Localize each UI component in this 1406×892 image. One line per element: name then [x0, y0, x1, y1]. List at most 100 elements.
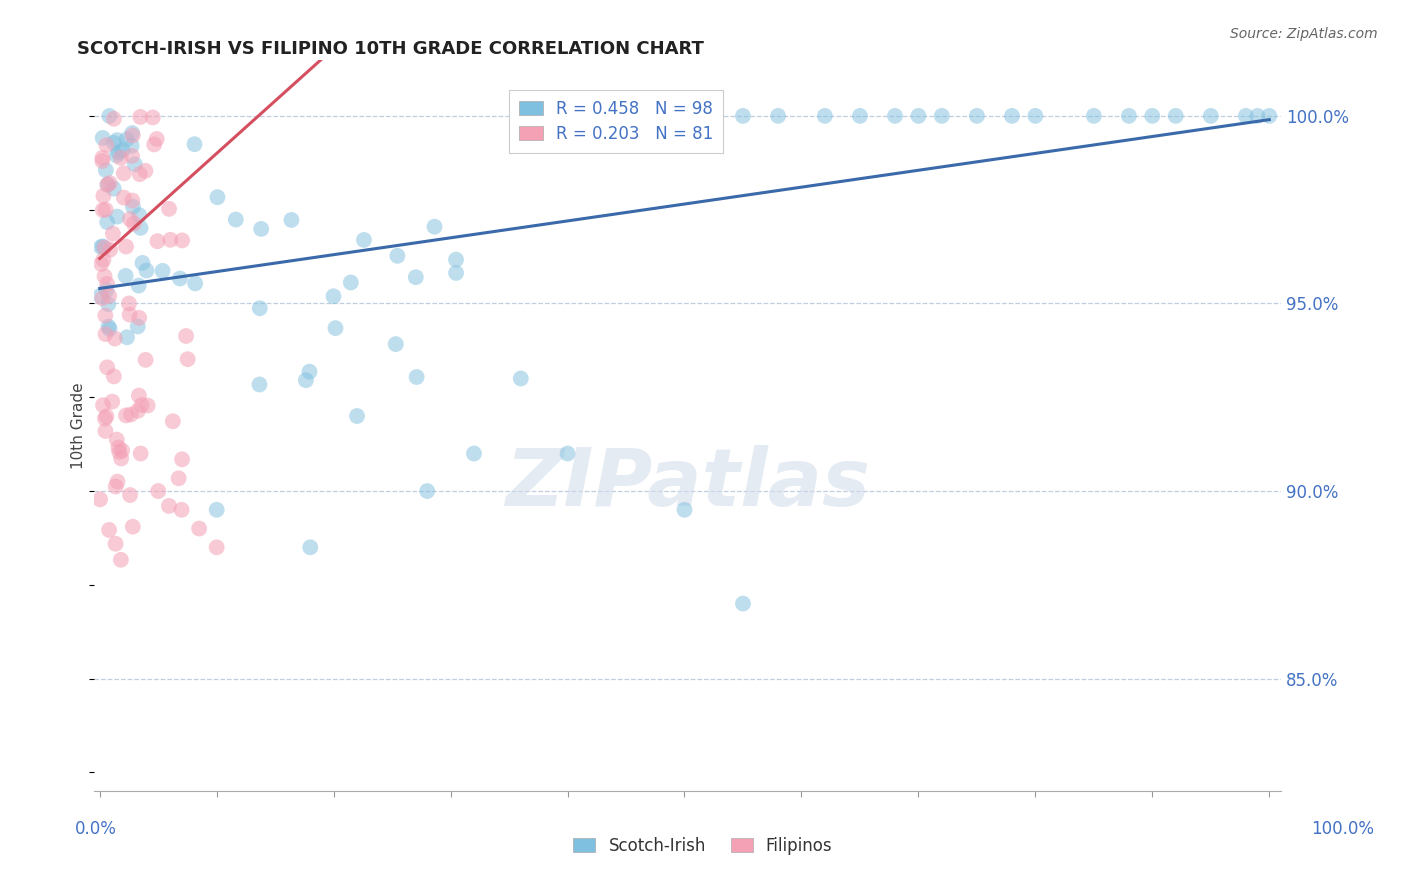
Point: [93, 241, 115, 255]
Point: [614, 109, 637, 123]
Point: [205, 541, 228, 555]
Point: [121, 194, 143, 208]
Point: [557, 446, 579, 460]
Point: [94, 202, 117, 217]
Point: [118, 212, 141, 227]
Point: [143, 137, 166, 152]
Point: [444, 252, 467, 267]
Point: [207, 190, 229, 204]
Point: [124, 157, 146, 171]
Point: [115, 409, 138, 423]
Point: [135, 263, 157, 277]
Point: [1118, 109, 1140, 123]
Point: [108, 445, 131, 459]
Point: [96, 277, 118, 291]
Point: [122, 217, 145, 231]
Point: [122, 200, 145, 214]
Legend: R = 0.458   N = 98, R = 0.203   N = 81: R = 0.458 N = 98, R = 0.203 N = 81: [509, 90, 723, 153]
Point: [89, 492, 111, 507]
Legend: Scotch-Irish, Filipinos: Scotch-Irish, Filipinos: [567, 830, 839, 862]
Point: [94, 411, 117, 425]
Point: [91, 153, 114, 168]
Point: [128, 310, 150, 325]
Point: [91, 131, 114, 145]
Point: [101, 227, 124, 241]
Point: [115, 132, 138, 146]
Point: [159, 233, 181, 247]
Point: [96, 409, 118, 424]
Point: [129, 446, 152, 460]
Point: [101, 394, 124, 409]
Point: [115, 330, 138, 344]
Point: [112, 166, 135, 180]
Text: Source: ZipAtlas.com: Source: ZipAtlas.com: [1230, 27, 1378, 41]
Point: [131, 398, 153, 412]
Point: [325, 321, 347, 335]
Point: [98, 523, 121, 537]
Point: [97, 297, 120, 311]
Point: [128, 278, 150, 293]
Point: [120, 408, 142, 422]
Point: [1001, 109, 1024, 123]
Point: [907, 109, 929, 123]
Point: [121, 126, 143, 140]
Point: [98, 289, 121, 303]
Point: [93, 252, 115, 267]
Point: [114, 268, 136, 283]
Point: [128, 167, 150, 181]
Point: [134, 164, 156, 178]
Point: [142, 111, 165, 125]
Point: [111, 143, 134, 157]
Point: [91, 202, 114, 217]
Point: [416, 483, 439, 498]
Point: [176, 352, 198, 367]
Point: [1246, 109, 1268, 123]
Point: [766, 109, 789, 123]
Point: [250, 222, 273, 236]
Point: [112, 191, 135, 205]
Point: [184, 277, 207, 291]
Point: [966, 109, 988, 123]
Point: [97, 178, 120, 192]
Point: [110, 151, 132, 165]
Point: [121, 149, 143, 163]
Y-axis label: 10th Grade: 10th Grade: [72, 382, 86, 468]
Point: [131, 256, 153, 270]
Point: [1142, 109, 1164, 123]
Point: [405, 370, 427, 384]
Point: [98, 322, 121, 336]
Point: [97, 319, 120, 334]
Point: [280, 213, 302, 227]
Point: [129, 220, 152, 235]
Point: [115, 239, 138, 253]
Point: [162, 414, 184, 428]
Point: [931, 109, 953, 123]
Point: [249, 301, 271, 316]
Point: [1258, 109, 1281, 123]
Point: [673, 503, 696, 517]
Point: [128, 208, 150, 222]
Point: [105, 133, 128, 147]
Point: [731, 109, 754, 123]
Point: [103, 182, 125, 196]
Point: [103, 136, 125, 150]
Point: [104, 332, 127, 346]
Point: [225, 212, 247, 227]
Point: [94, 424, 117, 438]
Point: [167, 471, 190, 485]
Point: [111, 443, 134, 458]
Point: [118, 308, 141, 322]
Point: [849, 109, 872, 123]
Point: [91, 398, 114, 412]
Point: [93, 269, 115, 284]
Point: [463, 446, 485, 460]
Point: [129, 110, 152, 124]
Point: [673, 109, 696, 123]
Point: [146, 234, 169, 248]
Point: [387, 249, 409, 263]
Point: [405, 270, 427, 285]
Point: [1164, 109, 1187, 123]
Point: [120, 488, 142, 502]
Point: [96, 178, 118, 192]
Point: [731, 597, 754, 611]
